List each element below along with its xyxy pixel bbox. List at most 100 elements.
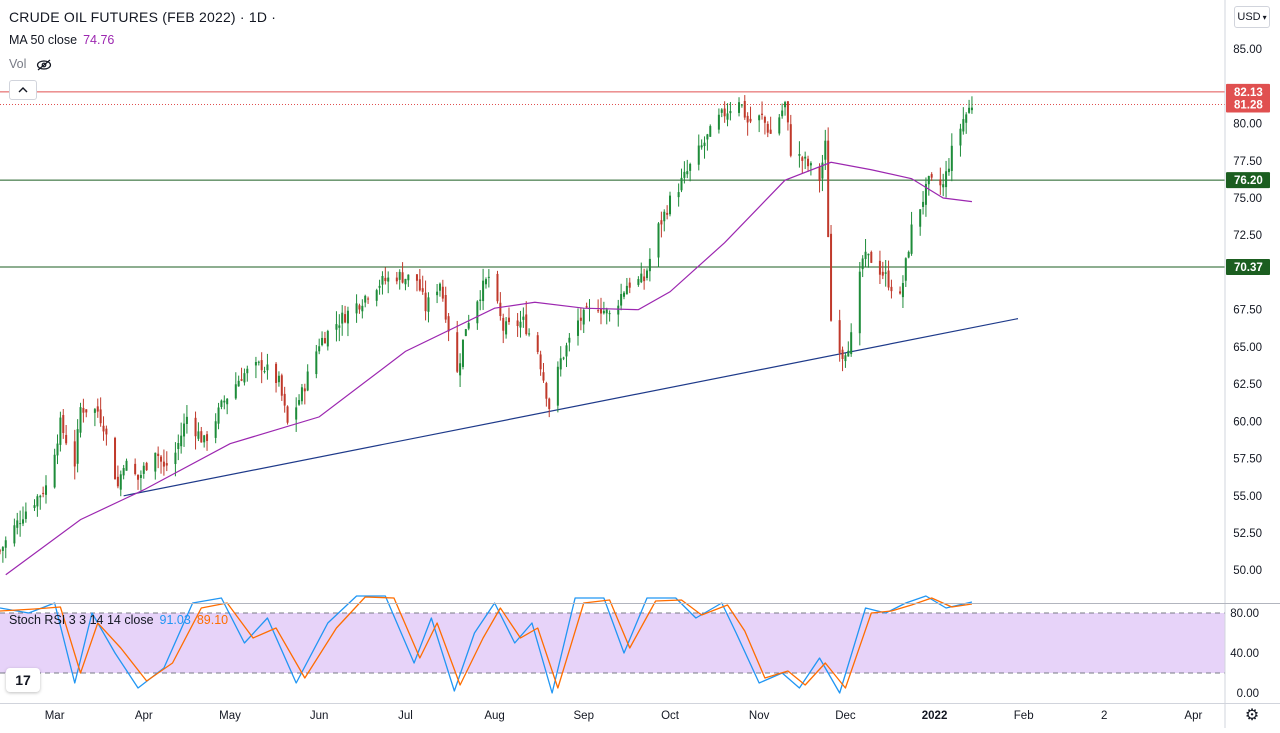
- candle-body[interactable]: [464, 329, 467, 336]
- candle-body[interactable]: [821, 162, 824, 179]
- candle-body[interactable]: [789, 124, 792, 156]
- candle-body[interactable]: [378, 285, 381, 288]
- stoch-d-line[interactable]: [0, 596, 973, 689]
- candle-body[interactable]: [139, 474, 142, 478]
- candle-body[interactable]: [134, 463, 137, 475]
- candle-body[interactable]: [162, 461, 165, 467]
- candle-body[interactable]: [965, 114, 968, 123]
- candle-body[interactable]: [496, 273, 499, 302]
- candle-body[interactable]: [217, 407, 220, 424]
- candle-body[interactable]: [758, 115, 761, 121]
- candle-body[interactable]: [700, 145, 703, 148]
- currency-selector[interactable]: USD ▾: [1234, 6, 1270, 28]
- candle-body[interactable]: [260, 360, 263, 371]
- candle-body[interactable]: [384, 277, 387, 282]
- candle-body[interactable]: [19, 523, 22, 525]
- candle-body[interactable]: [867, 253, 870, 256]
- candle-body[interactable]: [367, 298, 370, 300]
- candle-body[interactable]: [246, 368, 249, 374]
- candle-body[interactable]: [726, 113, 729, 120]
- candle-body[interactable]: [243, 373, 246, 383]
- candle-body[interactable]: [622, 292, 626, 297]
- candle-body[interactable]: [214, 421, 217, 438]
- candle-body[interactable]: [528, 333, 531, 335]
- candle-body[interactable]: [729, 111, 732, 114]
- candle-body[interactable]: [286, 406, 289, 423]
- gear-icon[interactable]: ⚙: [1244, 707, 1260, 724]
- candle-body[interactable]: [766, 123, 769, 133]
- legend-ma-row[interactable]: MA 50 close 74.76: [9, 33, 120, 47]
- candle-body[interactable]: [482, 280, 485, 302]
- candle-body[interactable]: [599, 308, 603, 314]
- candle-body[interactable]: [364, 295, 367, 303]
- candle-body[interactable]: [778, 117, 781, 134]
- candle-body[interactable]: [922, 201, 925, 207]
- candle-body[interactable]: [398, 271, 401, 280]
- candle-body[interactable]: [85, 409, 88, 413]
- candle-body[interactable]: [864, 251, 867, 260]
- candle-body[interactable]: [919, 209, 922, 227]
- candle-body[interactable]: [950, 145, 953, 171]
- candle-body[interactable]: [421, 288, 424, 292]
- candle-body[interactable]: [234, 384, 237, 399]
- candle-body[interactable]: [381, 276, 384, 285]
- candle-body[interactable]: [444, 295, 447, 320]
- candle-body[interactable]: [42, 492, 45, 495]
- candle-body[interactable]: [165, 463, 168, 466]
- candle-body[interactable]: [185, 416, 188, 424]
- candle-body[interactable]: [602, 310, 605, 314]
- candle-body[interactable]: [418, 279, 421, 291]
- candle-body[interactable]: [640, 273, 643, 283]
- ma-50-line[interactable]: [5, 161, 973, 576]
- candle-body[interactable]: [784, 102, 787, 108]
- candle-body[interactable]: [177, 443, 180, 450]
- candle-body[interactable]: [838, 320, 841, 354]
- candle-body[interactable]: [16, 520, 19, 528]
- candle-body[interactable]: [959, 128, 962, 146]
- candle-body[interactable]: [456, 332, 459, 372]
- candle-body[interactable]: [680, 177, 683, 191]
- candle-body[interactable]: [436, 291, 439, 296]
- candle-body[interactable]: [145, 462, 148, 471]
- candle-body[interactable]: [881, 271, 884, 276]
- candle-body[interactable]: [263, 371, 266, 373]
- candle-body[interactable]: [358, 305, 361, 310]
- candle-body[interactable]: [562, 357, 565, 359]
- candle-body[interactable]: [321, 337, 324, 346]
- candle-body[interactable]: [318, 346, 321, 352]
- candle-body[interactable]: [749, 118, 752, 122]
- candle-body[interactable]: [827, 140, 830, 238]
- candle-body[interactable]: [709, 126, 712, 137]
- candle-body[interactable]: [335, 324, 338, 330]
- candle-body[interactable]: [677, 192, 680, 198]
- candle-body[interactable]: [180, 435, 183, 447]
- candle-body[interactable]: [79, 407, 82, 433]
- candle-body[interactable]: [579, 317, 582, 321]
- candle-body[interactable]: [487, 276, 490, 278]
- candle-body[interactable]: [818, 166, 821, 181]
- candle-body[interactable]: [565, 345, 568, 357]
- candle-body[interactable]: [375, 290, 378, 301]
- candle-body[interactable]: [904, 258, 907, 281]
- candle-body[interactable]: [1, 547, 4, 551]
- candle-body[interactable]: [122, 468, 125, 476]
- candle-body[interactable]: [223, 400, 226, 403]
- candle-body[interactable]: [542, 372, 545, 381]
- candle-body[interactable]: [45, 485, 48, 495]
- candle-body[interactable]: [536, 335, 539, 352]
- candle-body[interactable]: [585, 306, 588, 308]
- candle-body[interactable]: [605, 309, 608, 314]
- candle-body[interactable]: [798, 154, 801, 156]
- candle-body[interactable]: [648, 258, 651, 272]
- candle-body[interactable]: [559, 358, 562, 370]
- candle-body[interactable]: [114, 437, 117, 480]
- candle-body[interactable]: [847, 350, 850, 357]
- candle-body[interactable]: [703, 142, 706, 147]
- candle-body[interactable]: [666, 212, 669, 215]
- candle-body[interactable]: [807, 158, 810, 167]
- candle-body[interactable]: [275, 363, 278, 383]
- candle-body[interactable]: [801, 157, 804, 161]
- candle-body[interactable]: [283, 393, 286, 406]
- candle-body[interactable]: [890, 286, 893, 292]
